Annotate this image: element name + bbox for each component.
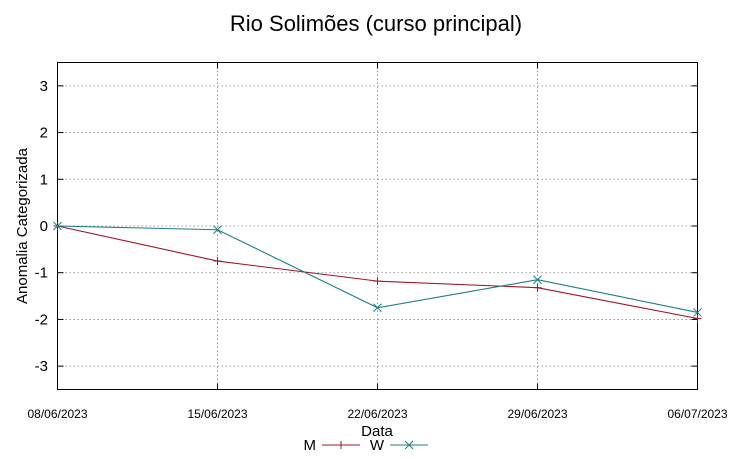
- y-tick-label: -2: [35, 311, 48, 328]
- legend-marker-m: [337, 441, 345, 449]
- data-point-w: [213, 225, 222, 235]
- data-point-w: [53, 221, 62, 231]
- y-tick-label: 2: [40, 125, 48, 142]
- grid: [57, 62, 698, 390]
- x-tick-label: 15/06/2023: [187, 407, 247, 421]
- x-tick-label: 08/06/2023: [27, 407, 87, 421]
- data-point-w: [533, 275, 542, 285]
- y-axis-label: Anomalia Categorizada: [14, 147, 31, 304]
- x-axis-label: Data: [361, 423, 393, 440]
- axis-ticks: 3 2 1 0 -1 -2 -3 08/06/2023 15/06/2023 22/06/2023…: [27, 62, 728, 421]
- y-tick-label: 1: [40, 171, 48, 188]
- data-point-m: [533, 283, 542, 292]
- legend-marker-w: [404, 440, 414, 450]
- y-tick-label: 0: [40, 218, 48, 235]
- series: [53, 221, 702, 323]
- data-point-m: [693, 314, 702, 323]
- legend-label-w: W: [370, 437, 385, 454]
- data-point-m: [213, 257, 222, 266]
- data-point-w: [693, 308, 702, 317]
- y-tick-label: 3: [40, 78, 48, 95]
- data-point-w: [373, 303, 382, 313]
- y-tick-label: -1: [35, 265, 48, 282]
- x-tick-label: 22/06/2023: [347, 407, 407, 421]
- x-tick-label: 06/07/2023: [667, 407, 727, 421]
- y-tick-label: -3: [35, 358, 48, 375]
- chart-title: Rio Solimões (curso principal): [230, 11, 522, 36]
- x-tick-label: 29/06/2023: [507, 407, 567, 421]
- legend-label-m: M: [304, 437, 317, 454]
- data-point-m: [373, 277, 382, 286]
